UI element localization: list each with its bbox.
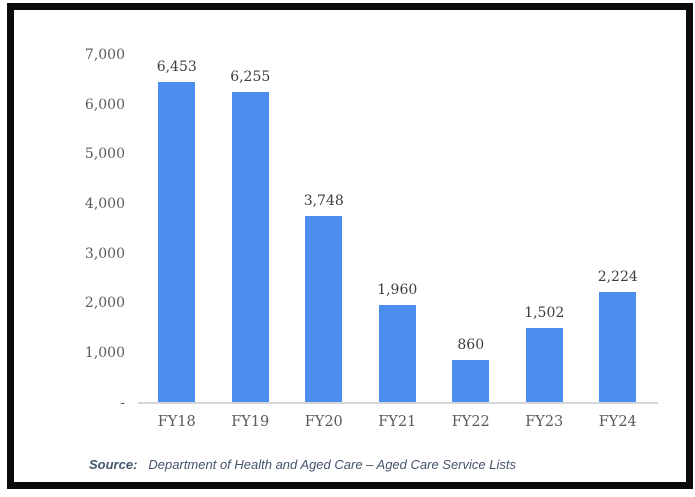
- bar-FY22: [452, 359, 490, 403]
- source-line: Source: Department of Health and Aged Car…: [89, 457, 516, 472]
- bar-FY19: [231, 91, 269, 403]
- figure-border-frame: 7,000 6,000 5,000 4,000 3,000 2,000 1,000 - 6,4…: [7, 3, 693, 489]
- bar-FY23: [525, 327, 563, 403]
- y-axis-tick-label: 2,000: [84, 295, 125, 312]
- bar-value-label: 860: [457, 336, 485, 353]
- source-text: Department of Health and Aged Care – Age…: [148, 457, 516, 472]
- y-axis-tick-label: 1,000: [84, 344, 125, 361]
- x-axis-category-label: FY18: [157, 414, 196, 430]
- y-axis-tick-label: -: [120, 394, 125, 411]
- y-axis-tick-label: 7,000: [84, 47, 125, 63]
- bar-chart: 7,000 6,000 5,000 4,000 3,000 2,000 1,000 - 6,4…: [14, 10, 686, 482]
- bar-value-label: 6,453: [156, 59, 197, 76]
- y-axis-tick-label: 3,000: [84, 245, 125, 262]
- bar-value-label: 1,502: [524, 304, 565, 321]
- y-axis-tick-label: 5,000: [84, 146, 125, 163]
- bar-value-label: 6,255: [230, 68, 271, 85]
- bar-FY18: [158, 82, 196, 403]
- x-axis-category-label: FY21: [378, 414, 417, 430]
- x-axis-category-label: FY20: [304, 414, 343, 430]
- bar-value-label: 2,224: [597, 269, 638, 286]
- y-axis-tick-label: 6,000: [84, 96, 125, 113]
- x-axis-category-label: FY22: [451, 414, 490, 430]
- x-axis-category-label: FY23: [525, 414, 564, 430]
- bar-FY21: [378, 305, 416, 403]
- bar-FY20: [305, 216, 343, 403]
- bar-value-label: 1,960: [377, 282, 418, 299]
- x-axis-category-label: FY19: [231, 414, 270, 430]
- x-axis-line: [138, 402, 658, 404]
- x-axis-category-label: FY24: [598, 414, 637, 430]
- bar-FY24: [599, 292, 637, 403]
- y-axis-tick-label: 4,000: [84, 195, 125, 212]
- bar-value-label: 3,748: [303, 193, 344, 210]
- source-label: Source:: [89, 457, 138, 472]
